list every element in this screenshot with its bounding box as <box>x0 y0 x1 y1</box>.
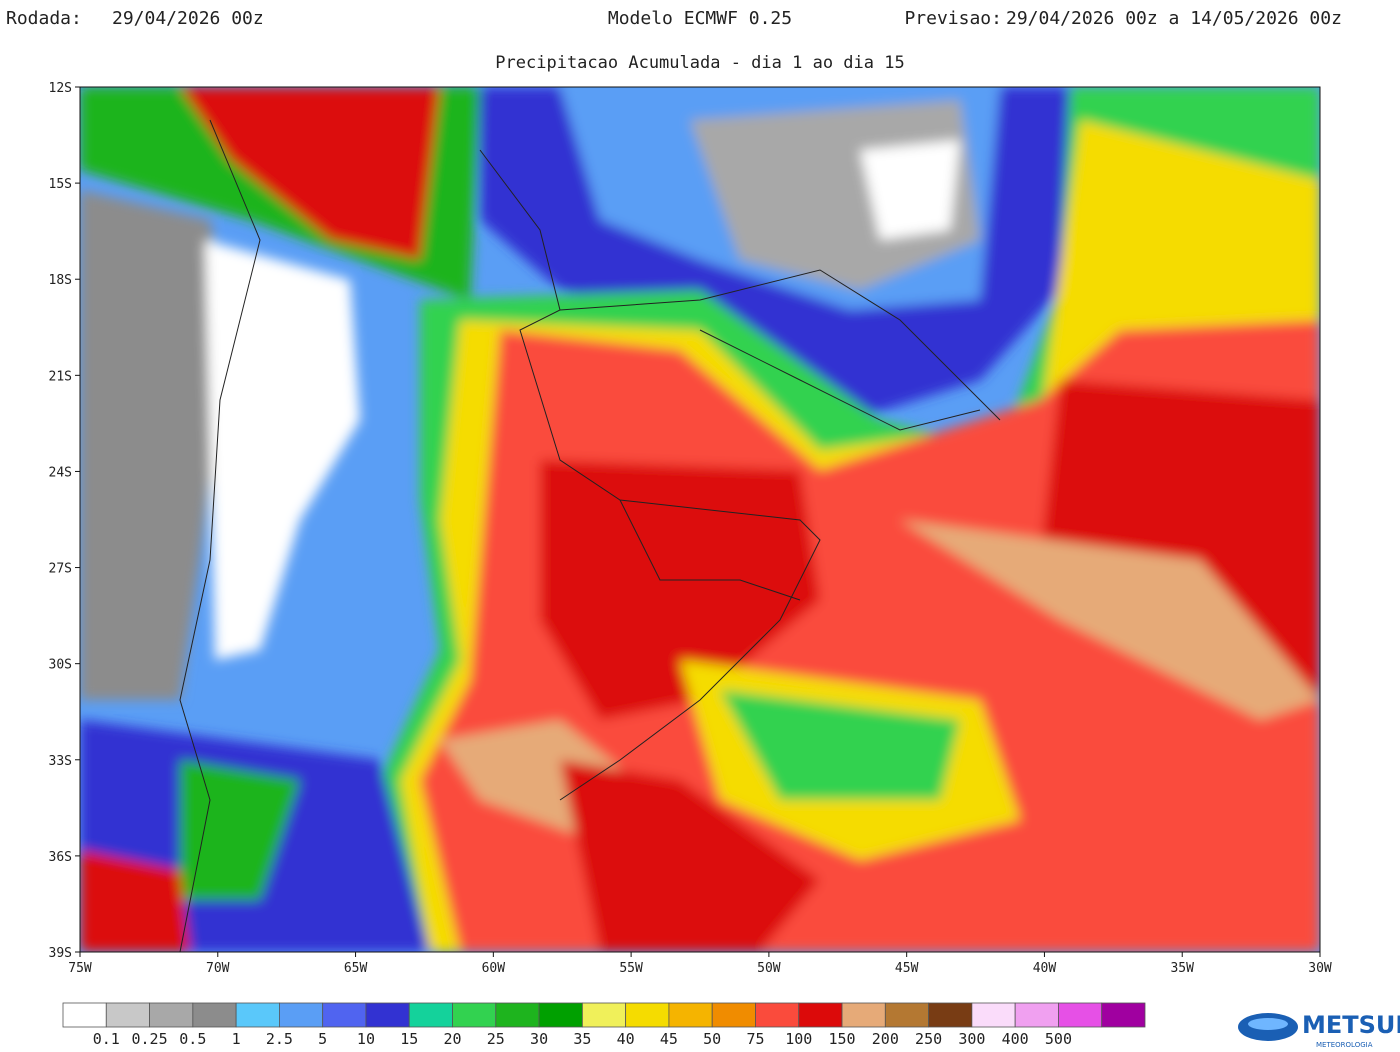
legend-label: 1 <box>232 1030 241 1048</box>
legend-label: 45 <box>660 1030 678 1048</box>
lon-label: 45W <box>895 961 919 976</box>
legend-swatch <box>1101 1002 1146 1028</box>
run-value: 29/04/2026 00z <box>112 8 264 29</box>
legend-label: 75 <box>746 1030 764 1048</box>
lat-label: 36S <box>49 850 72 865</box>
lat-label: 27S <box>49 562 72 577</box>
legend-swatch <box>755 1002 800 1028</box>
legend-swatch <box>365 1002 410 1028</box>
legend-label: 400 <box>1002 1030 1029 1048</box>
lat-label: 15S <box>49 177 72 192</box>
lon-label: 55W <box>619 961 643 976</box>
lon-label: 35W <box>1170 961 1194 976</box>
legend-label: 30 <box>530 1030 548 1048</box>
legend-label: 20 <box>443 1030 461 1048</box>
lon-label: 40W <box>1033 961 1057 976</box>
legend-label: 250 <box>915 1030 942 1048</box>
legend-swatch <box>668 1002 713 1028</box>
legend-label: 35 <box>573 1030 591 1048</box>
lat-label: 21S <box>49 369 72 384</box>
lon-label: 50W <box>757 961 781 976</box>
legend-swatch <box>278 1002 324 1028</box>
lon-label: 65W <box>344 961 368 976</box>
lon-label: 75W <box>68 961 92 976</box>
legend-swatch <box>495 1002 540 1028</box>
lat-label: 33S <box>49 754 72 769</box>
legend-swatch <box>581 1002 627 1028</box>
legend-label: 150 <box>828 1030 855 1048</box>
legend-label: 10 <box>357 1030 375 1048</box>
legend-swatch <box>105 1002 150 1028</box>
logo: METSUL METEOROLOGIA <box>1238 1011 1400 1049</box>
legend-label: 40 <box>617 1030 635 1048</box>
legend-swatch <box>235 1002 280 1028</box>
precipitation-field <box>80 87 1320 952</box>
legend-label: 200 <box>872 1030 899 1048</box>
legend-swatch <box>452 1002 497 1028</box>
legend-swatch <box>928 1002 973 1028</box>
legend-swatch <box>62 1002 107 1028</box>
legend-label: 50 <box>703 1030 721 1048</box>
legend-swatch <box>884 1002 930 1028</box>
lon-label: 60W <box>482 961 506 976</box>
forecast-value: 29/04/2026 00z a 14/05/2026 00z <box>1006 8 1342 29</box>
lon-label: 70W <box>206 961 230 976</box>
legend-label: 500 <box>1045 1030 1072 1048</box>
legend-swatch <box>322 1002 367 1028</box>
legend-label: 25 <box>487 1030 505 1048</box>
lat-label: 30S <box>49 658 72 673</box>
legend-swatch <box>1058 1002 1103 1028</box>
legend-swatch <box>538 1002 583 1028</box>
borders <box>179 119 1001 952</box>
legend-swatch <box>971 1002 1016 1028</box>
legend-swatch <box>408 1002 453 1028</box>
subtitle: Precipitacao Acumulada - dia 1 ao dia 15 <box>495 53 904 73</box>
legend-swatch <box>1014 1002 1059 1028</box>
legend-label: 2.5 <box>266 1030 293 1048</box>
legend-label: 300 <box>958 1030 985 1048</box>
legend-label: 15 <box>400 1030 418 1048</box>
lat-label: 24S <box>49 465 72 480</box>
legend-label: 0.25 <box>131 1030 167 1048</box>
legend-swatch <box>149 1002 194 1028</box>
lon-label: 30W <box>1308 961 1332 976</box>
map-frame <box>79 86 1321 953</box>
legend-label: 0.5 <box>179 1030 206 1048</box>
legend-swatch <box>711 1002 756 1028</box>
legend-swatch <box>798 1002 843 1028</box>
forecast-label: Previsao: <box>904 8 1002 29</box>
legend-swatch <box>841 1002 886 1028</box>
lat-label: 12S <box>49 81 72 96</box>
legend-swatch <box>192 1002 237 1028</box>
legend: 0.1 0.25 0.5 1 2.5 5 10 15 20 25 30 35 40 45 50 75 100 15… <box>62 1002 1146 1048</box>
model-title: Modelo ECMWF 0.25 <box>608 8 792 29</box>
legend-label: 5 <box>318 1030 327 1048</box>
legend-label: 0.1 <box>93 1030 120 1048</box>
lat-label: 39S <box>49 946 72 961</box>
legend-swatch <box>625 1002 670 1028</box>
run-label: Rodada: <box>6 8 82 29</box>
logo-subtext: METEOROLOGIA <box>1316 1041 1373 1049</box>
legend-label: 100 <box>785 1030 812 1048</box>
logo-text: METSUL <box>1302 1011 1400 1039</box>
lat-label: 18S <box>49 273 72 288</box>
